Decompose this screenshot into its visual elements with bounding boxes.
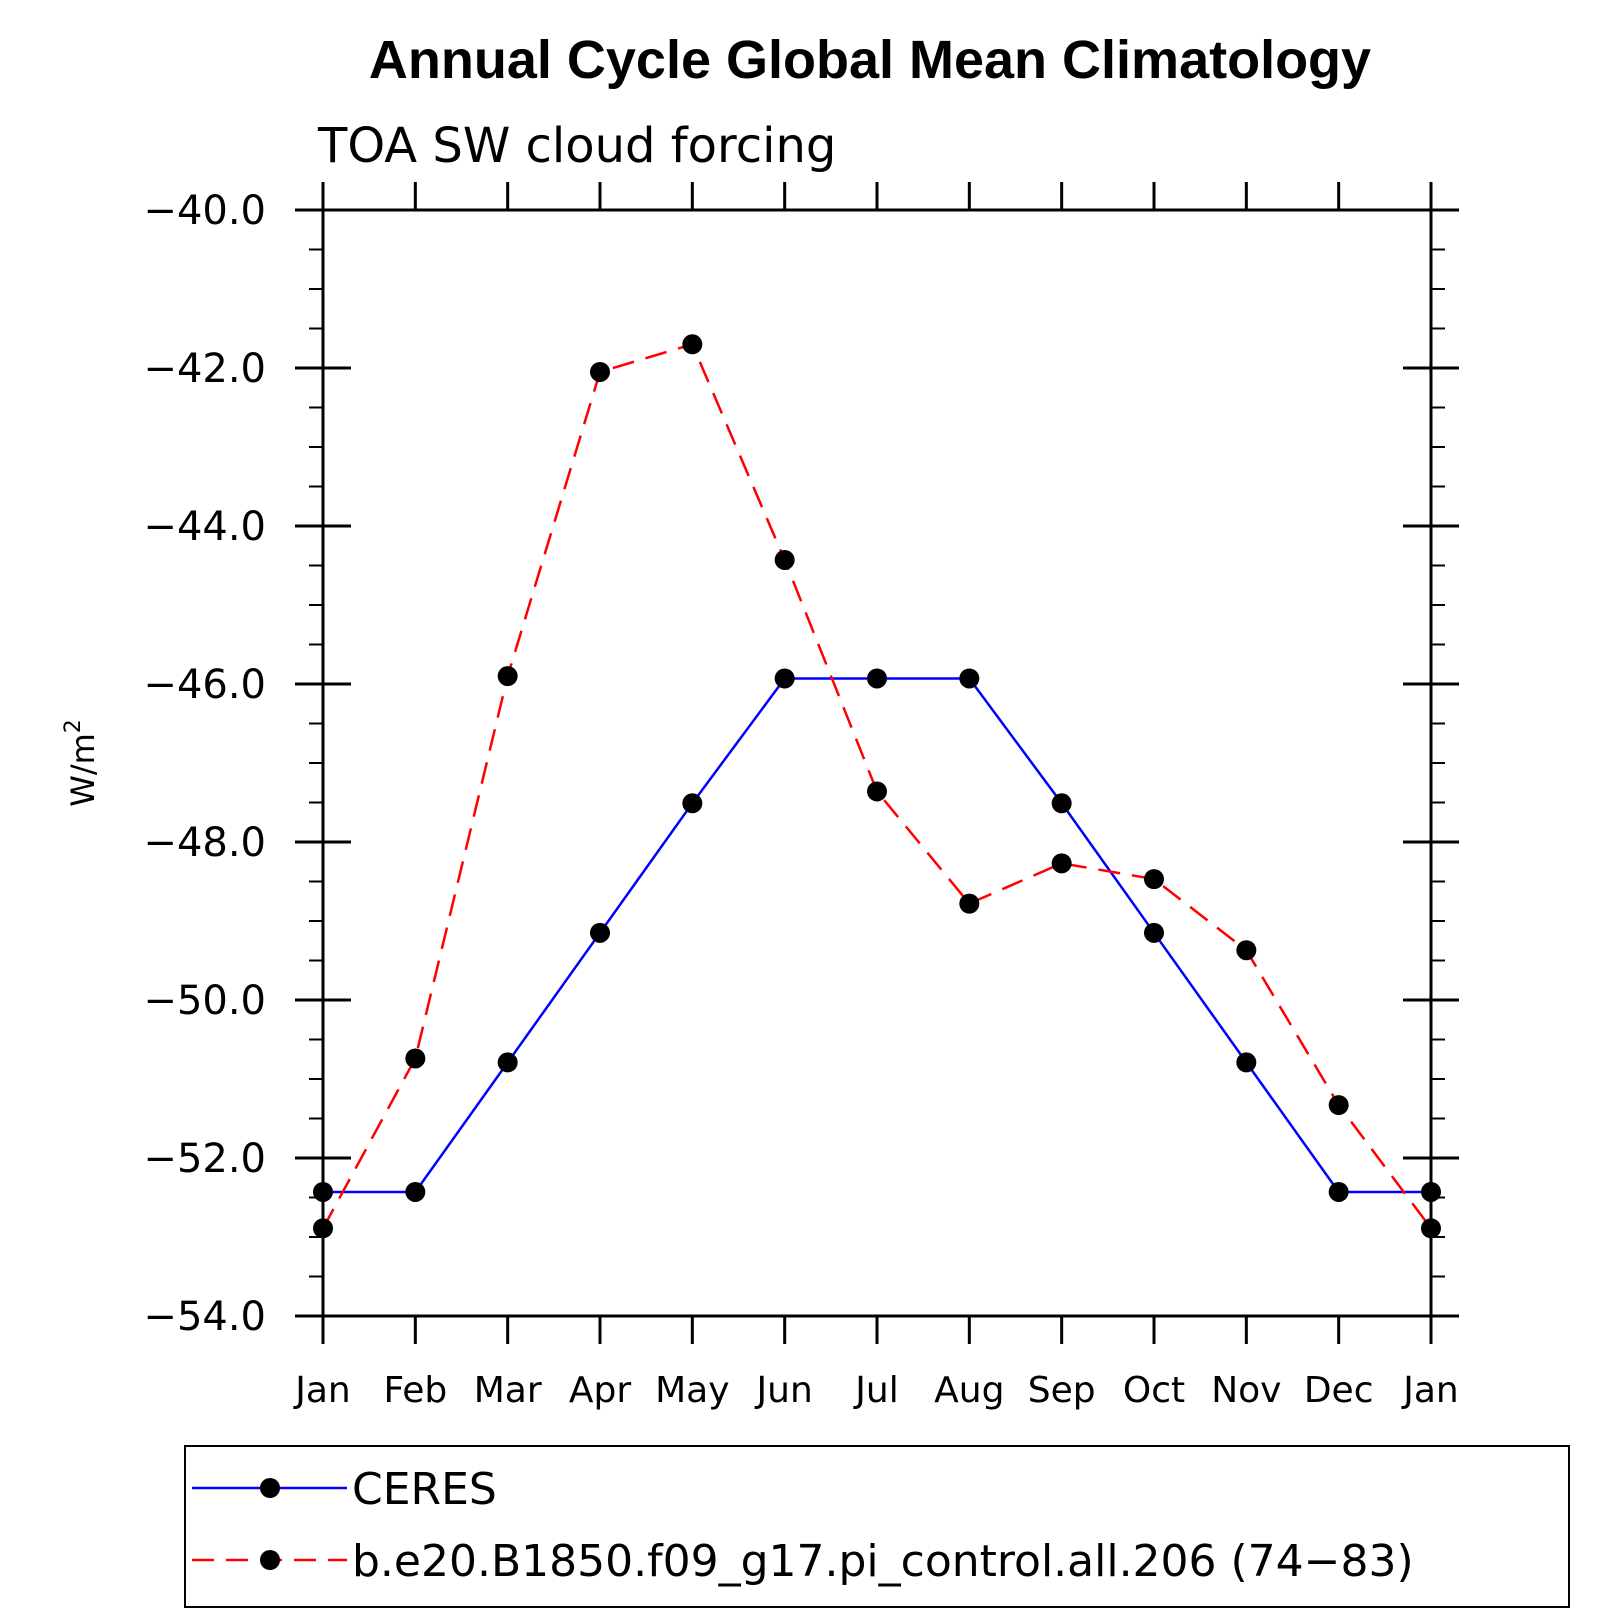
series-1-point (1421, 1218, 1441, 1239)
y-tick-label: −50.0 (143, 978, 266, 1024)
legend: CERES b.e20.B1850.f09_g17.pi_control.all… (184, 1445, 1570, 1608)
y-tick-label: −48.0 (143, 820, 266, 866)
series-1-point (1051, 853, 1072, 874)
series-0-point (1421, 1181, 1441, 1202)
series-0-point (1051, 793, 1072, 814)
series-0-point (313, 1181, 333, 1202)
y-axis-label: W/m2 (61, 719, 102, 807)
y-tick-label: −46.0 (143, 662, 266, 708)
series-0-point (590, 922, 610, 943)
x-axis-tick-labels: Jan Feb Mar Apr May Jun Jul Aug Sep Oct Nov Dec Jan (293, 1370, 1459, 1411)
plot-frame (321, 208, 1433, 1318)
x-axis-ticks (321, 182, 1433, 1344)
series-1-point (867, 781, 887, 802)
y-tick-label: −42.0 (143, 346, 266, 392)
legend-marker-model (260, 1550, 280, 1570)
legend-label-ceres: CERES (352, 1464, 497, 1515)
series-0-point (405, 1181, 426, 1202)
x-tick-label: Feb (383, 1370, 447, 1411)
series-1-point (774, 549, 795, 570)
y-tick-label: −54.0 (143, 1294, 266, 1340)
y-tick-label: −40.0 (143, 188, 266, 234)
x-tick-label: Jul (853, 1370, 898, 1411)
series-0-point (1328, 1181, 1349, 1202)
series-1-point (590, 361, 610, 382)
series-1-point (1328, 1095, 1349, 1116)
series-1-point (313, 1218, 333, 1239)
x-tick-label: Oct (1123, 1370, 1185, 1411)
x-tick-label: Sep (1028, 1370, 1096, 1411)
y-axis-label-base: W/m (64, 733, 102, 807)
series-0-point (774, 668, 795, 689)
series-1-point (1236, 940, 1257, 961)
x-tick-label: Apr (569, 1370, 631, 1411)
series-1-point (1144, 869, 1164, 890)
series-1-point (959, 893, 980, 914)
series-0-point (497, 1052, 518, 1073)
series-0-point (682, 793, 703, 814)
y-axis-ticks (295, 208, 1459, 1318)
x-tick-label: Jun (755, 1370, 813, 1411)
series-0-point (1236, 1052, 1257, 1073)
x-tick-label: Nov (1211, 1370, 1281, 1411)
y-axis-label-exponent: 2 (61, 719, 86, 733)
chart-subtitle: TOA SW cloud forcing (317, 118, 836, 174)
x-tick-label: Aug (934, 1370, 1004, 1411)
series-1-point (682, 334, 703, 355)
x-tick-label: May (655, 1370, 729, 1411)
series-0-point (1144, 922, 1164, 943)
series-0-point (959, 668, 980, 689)
legend-box (184, 1445, 1570, 1608)
series-layer (313, 334, 1441, 1239)
series-1-point (497, 666, 518, 687)
x-tick-label: Jan (293, 1370, 351, 1411)
chart-title: Annual Cycle Global Mean Climatology (369, 30, 1371, 90)
x-tick-label: Jan (1401, 1370, 1459, 1411)
series-1-point (405, 1048, 426, 1069)
series-line-0 (323, 677, 1431, 1194)
series-0-point (867, 668, 887, 689)
legend-marker-ceres (260, 1478, 280, 1498)
y-tick-label: −52.0 (143, 1136, 266, 1182)
y-tick-label: −44.0 (143, 504, 266, 550)
y-axis-tick-labels: −40.0 −42.0 −44.0 −46.0 −48.0 −50.0 −52.0 −54.0 (143, 188, 266, 1340)
legend-label-model: b.e20.B1850.f09_g17.pi_control.all.206 (… (352, 1536, 1414, 1587)
x-tick-label: Mar (474, 1370, 542, 1411)
x-tick-label: Dec (1304, 1370, 1374, 1411)
